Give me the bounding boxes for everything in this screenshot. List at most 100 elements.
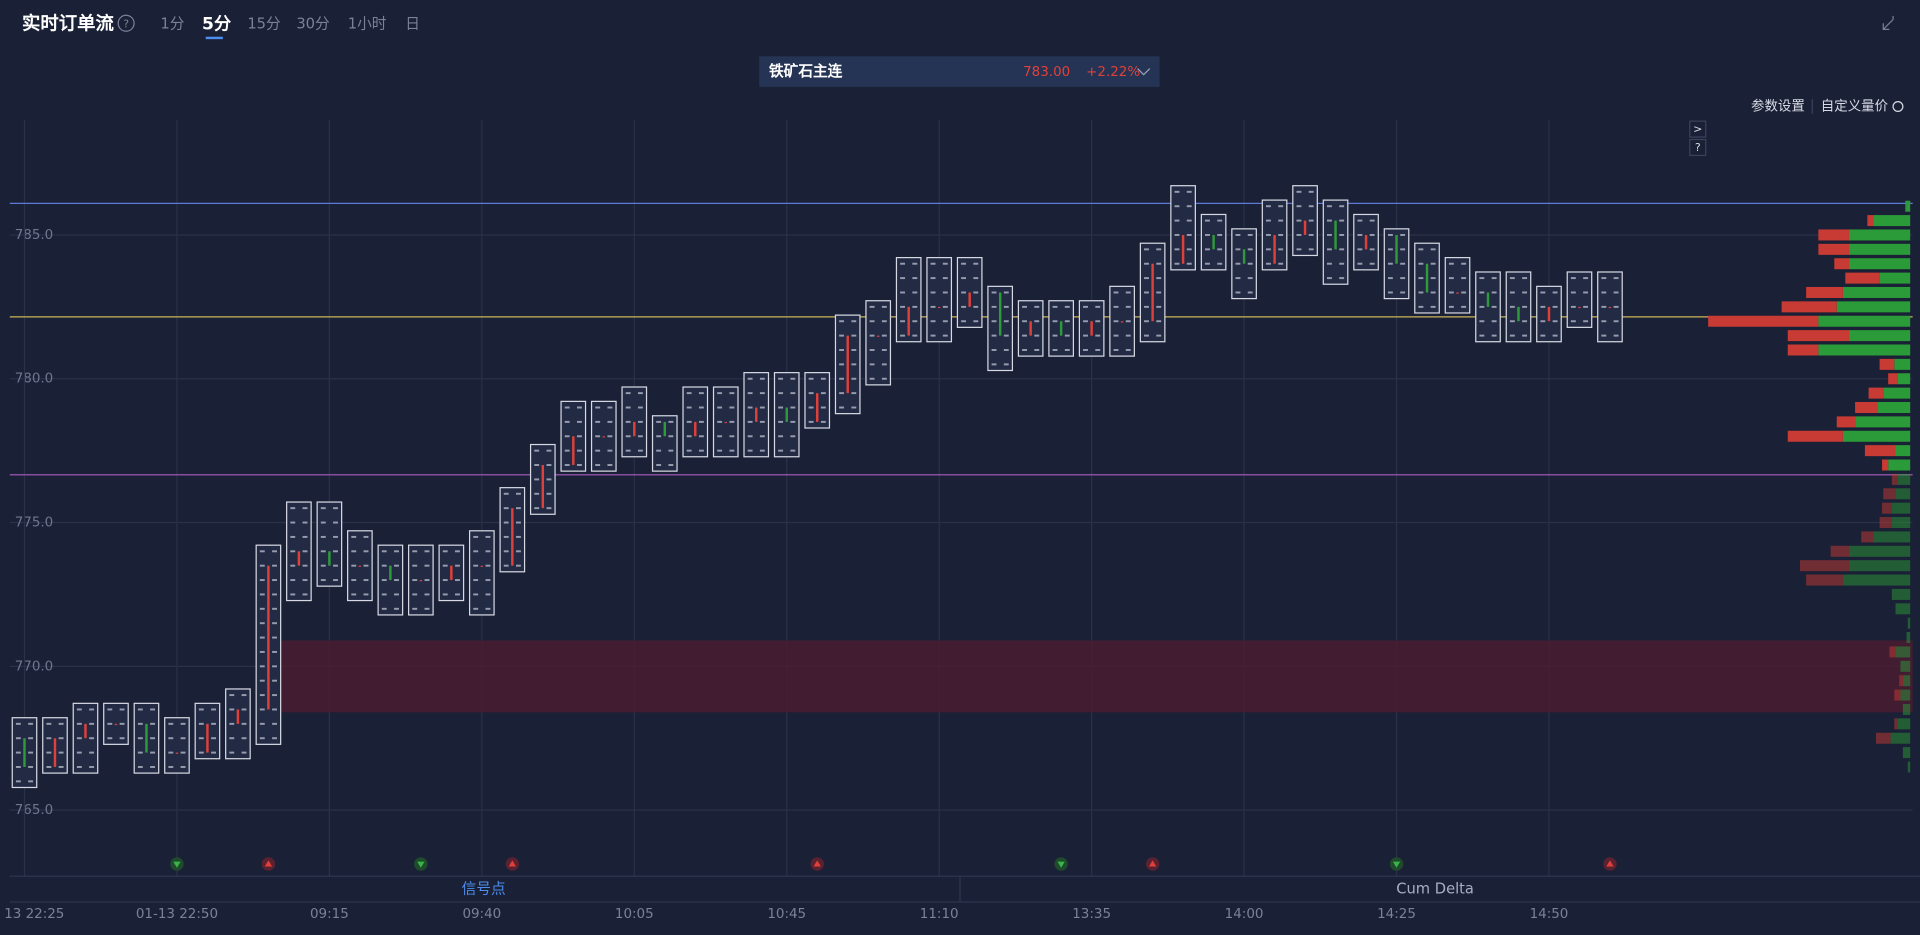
cell-texture (778, 406, 784, 409)
candle-body-line (1425, 263, 1429, 293)
cell-texture (516, 550, 521, 553)
cell-texture (717, 392, 723, 395)
cell-texture (912, 277, 918, 280)
cell-texture (1448, 277, 1454, 280)
tab[interactable]: 1小时 (348, 15, 387, 32)
cell-texture (1083, 334, 1088, 337)
cell-texture (1034, 305, 1040, 308)
profile-sell (1836, 416, 1856, 428)
cell-texture (564, 449, 570, 452)
tab[interactable]: 1分 (160, 15, 184, 32)
cell-texture (698, 406, 704, 409)
signal-arrow (813, 860, 821, 867)
cell-texture (1217, 219, 1223, 222)
cell-texture (150, 737, 156, 740)
footprint-candle (316, 501, 343, 587)
cell-texture (686, 449, 692, 452)
candle-body-line (450, 565, 453, 581)
x-tick-label: 14:00 (1225, 907, 1264, 922)
cell-texture (1156, 262, 1162, 265)
cell-texture (272, 722, 277, 725)
cell-texture (686, 435, 692, 438)
cell-texture (698, 420, 704, 423)
footprint-candle (1475, 271, 1501, 343)
y-tick-label: 780.0 (15, 372, 54, 387)
cell-texture (259, 708, 265, 711)
cell-texture (1278, 233, 1284, 236)
cell-texture (839, 377, 845, 380)
cell-texture (516, 521, 521, 524)
help-glyph: ? (1695, 141, 1701, 154)
cell-texture (546, 449, 552, 452)
cell-texture (1156, 320, 1162, 323)
cell-texture (1387, 233, 1393, 236)
cell-texture (1491, 305, 1497, 308)
footprint-candle (804, 372, 831, 429)
cell-texture (1125, 334, 1131, 337)
x-tick-label: 01-13 22:50 (136, 907, 218, 922)
custom-button[interactable]: 自定义量价 (1821, 98, 1889, 114)
help-icon[interactable] (117, 14, 135, 32)
cell-texture (1326, 219, 1332, 222)
profile-sell (1883, 488, 1896, 500)
cell-texture (333, 564, 338, 567)
candle-body-line (968, 292, 971, 307)
cell-texture (881, 349, 887, 351)
profile-buy (1897, 373, 1911, 385)
collapse-icon[interactable] (1882, 15, 1894, 30)
cell-texture (272, 607, 277, 610)
cell-texture (778, 449, 784, 452)
cell-texture (686, 420, 692, 423)
cell-texture (1144, 262, 1149, 265)
symbol-selector[interactable] (759, 56, 1160, 87)
help-button[interactable] (1689, 138, 1707, 157)
profile-sell (1867, 215, 1874, 227)
cell-texture (198, 722, 204, 725)
tab[interactable]: 日 (405, 15, 420, 32)
candle-body-line (1456, 292, 1459, 294)
candle-body-line (511, 508, 514, 566)
tab[interactable]: 30分 (296, 15, 330, 32)
tab-active[interactable]: 5分 (202, 14, 231, 34)
custom-icon (1892, 100, 1904, 112)
cell-texture (534, 449, 540, 452)
cell-texture (1387, 291, 1393, 294)
cell-texture (290, 564, 296, 567)
settings-button[interactable]: 参数设置 (1751, 97, 1805, 114)
cell-texture (1247, 262, 1253, 265)
cell-texture (717, 420, 723, 423)
cell-texture (394, 564, 399, 567)
footprint-candle (743, 372, 770, 458)
footprint-candle (1048, 300, 1074, 357)
cell-texture (1003, 334, 1009, 337)
cell-texture (259, 665, 265, 668)
cell-texture (363, 535, 369, 538)
cell-texture (820, 377, 826, 380)
candle-body-line (1242, 249, 1246, 264)
cell-texture (290, 535, 296, 538)
profile-buy (1883, 387, 1911, 399)
footprint-candle (1078, 300, 1105, 357)
expand-button[interactable] (1689, 120, 1707, 138)
cell-texture (1491, 277, 1497, 280)
cell-texture (1522, 277, 1528, 280)
profile-buy (1902, 747, 1911, 759)
cell-texture (668, 435, 674, 438)
bottom-tab-active[interactable]: 信号点 (462, 881, 506, 898)
cell-texture (991, 334, 997, 337)
cell-texture (1430, 262, 1436, 265)
candle-body-line (724, 421, 727, 424)
tab[interactable]: 15分 (247, 15, 281, 32)
candle-body-line (1395, 234, 1398, 264)
bottom-tab[interactable]: Cum Delta (1396, 881, 1474, 898)
footprint-candle (499, 487, 526, 573)
footprint-candle (590, 400, 617, 472)
cell-texture (28, 765, 34, 768)
cell-texture (1296, 219, 1302, 222)
cell-texture (272, 564, 277, 567)
cell-texture (198, 751, 204, 754)
cell-texture (1326, 277, 1332, 280)
cell-texture (1339, 262, 1345, 265)
cell-texture (607, 406, 613, 409)
